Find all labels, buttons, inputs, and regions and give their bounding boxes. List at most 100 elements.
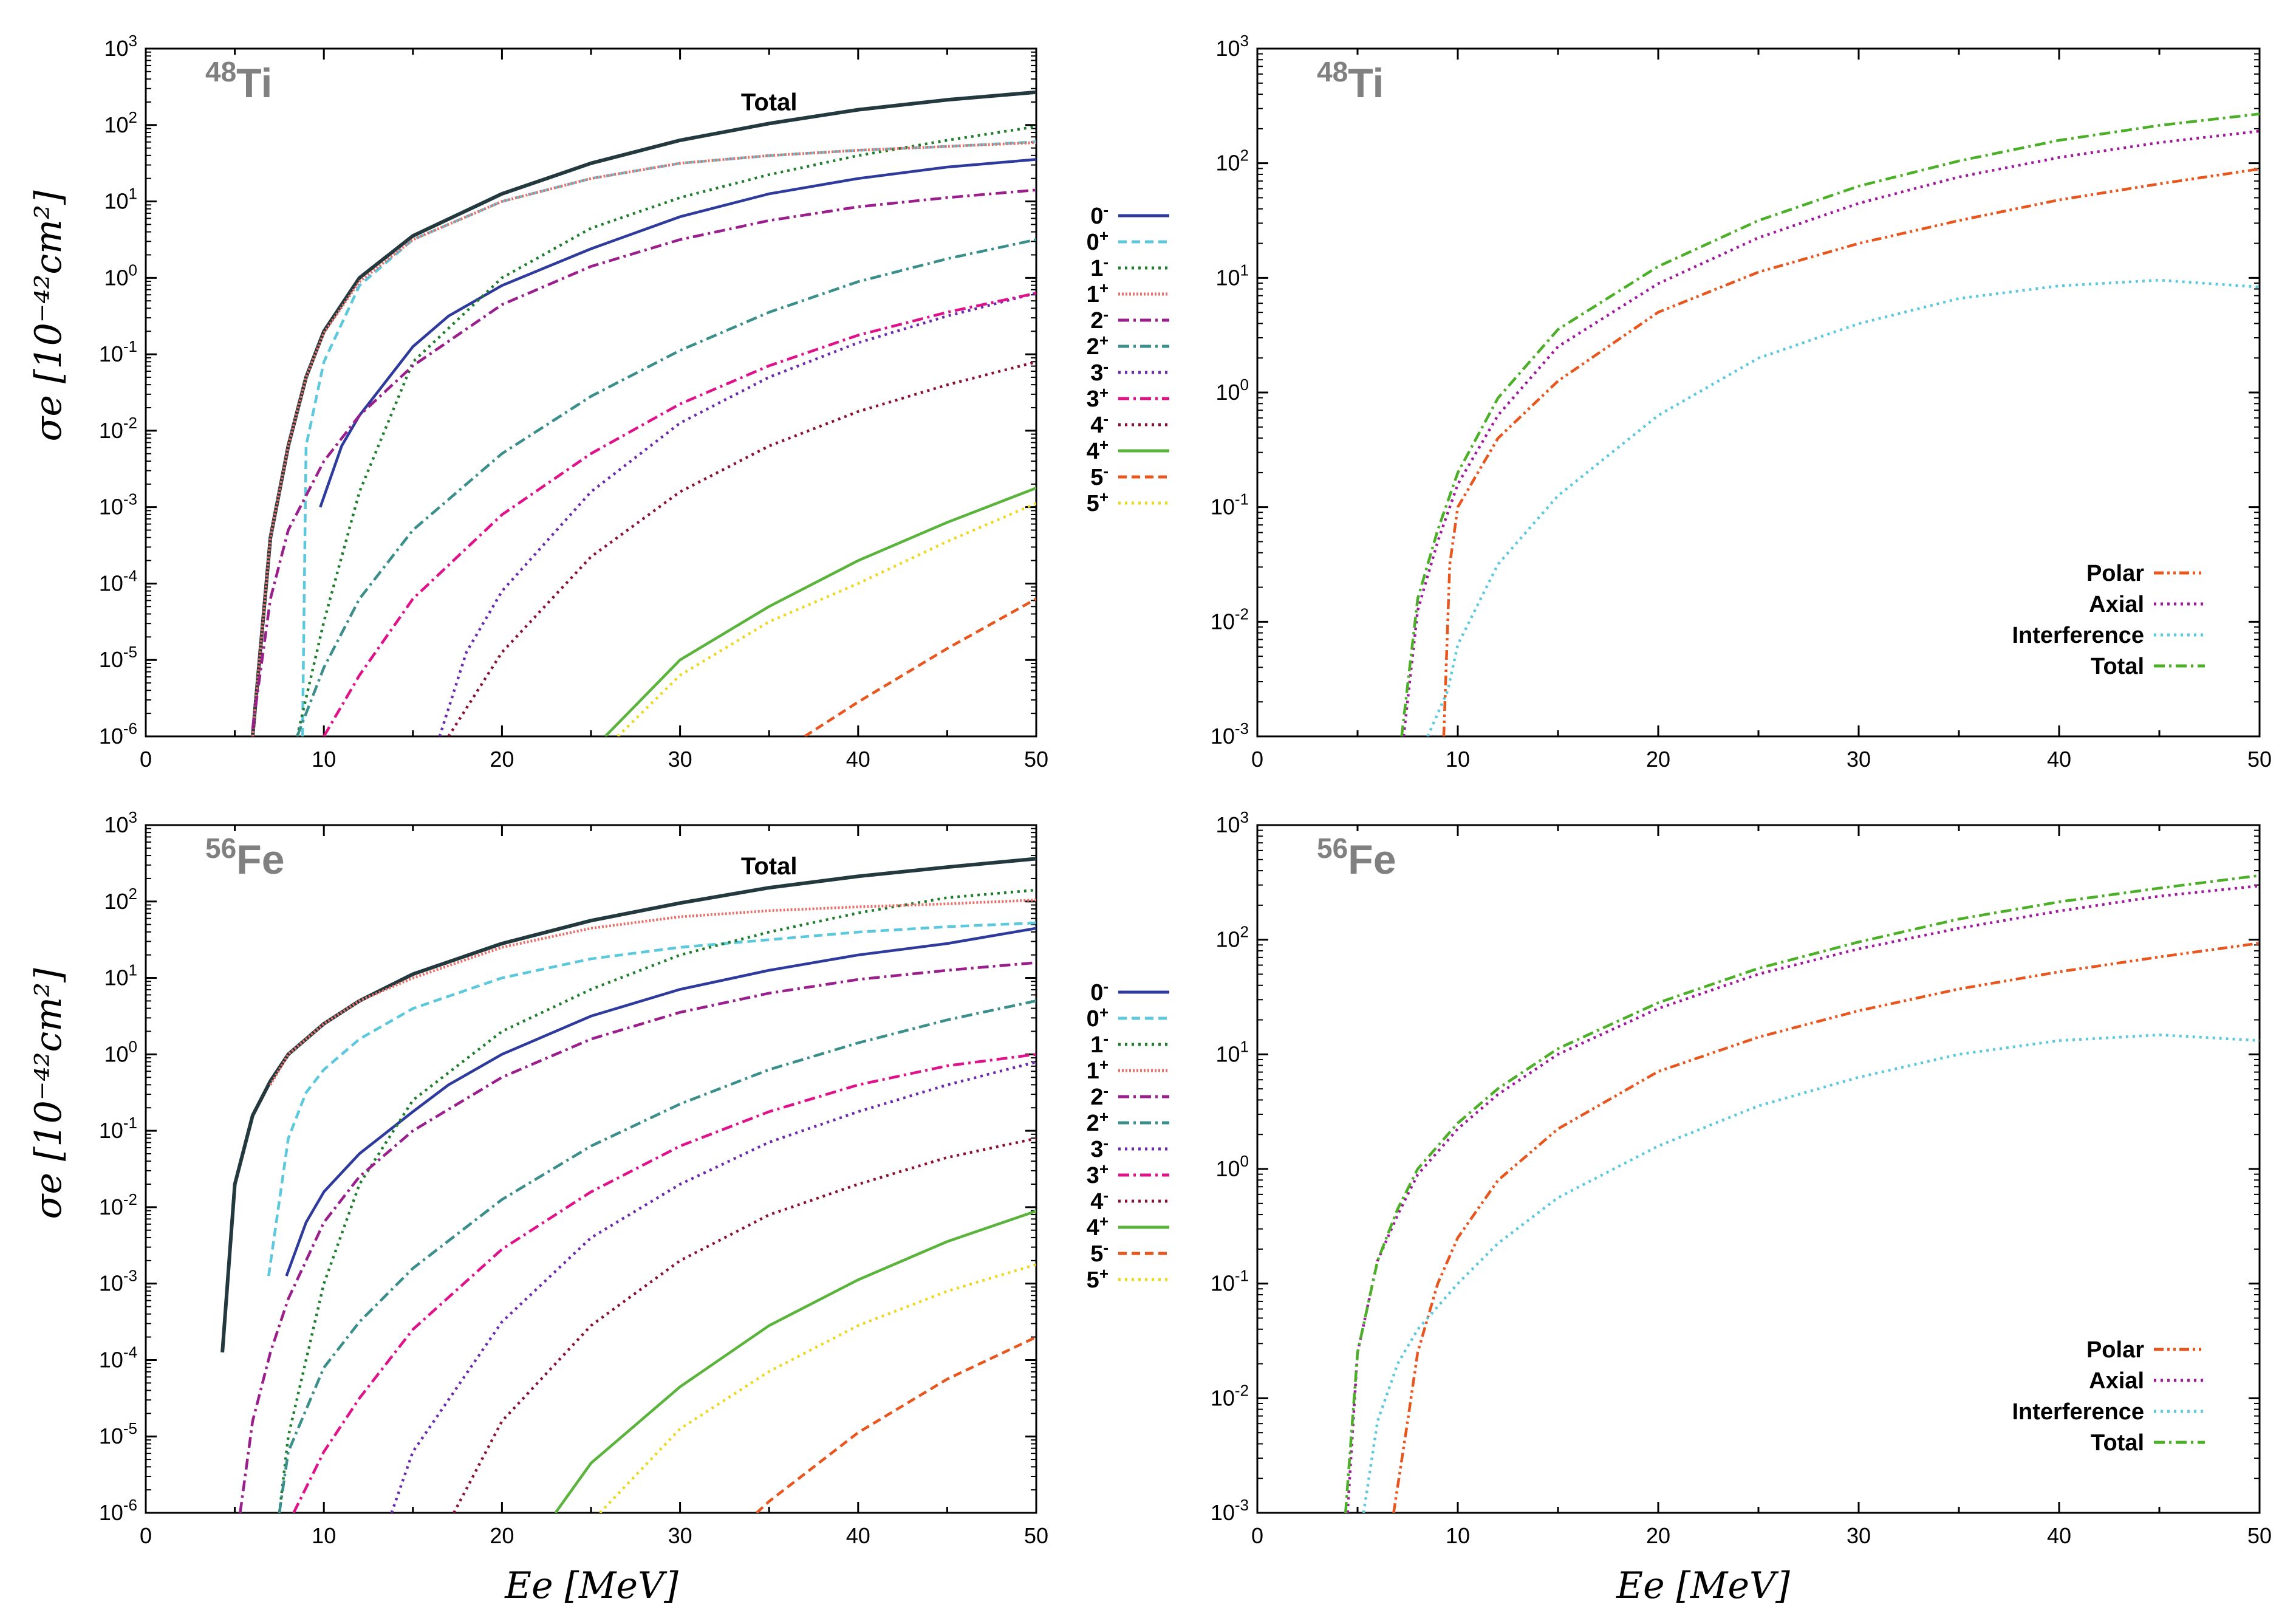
svg-text:σe [10⁻⁴²cm²]: σe [10⁻⁴²cm²] xyxy=(27,190,70,442)
nucleus-label: 56Fe xyxy=(1317,832,1396,883)
y-tick-label: 102 xyxy=(1215,146,1249,176)
tick-base: 10 xyxy=(104,1041,128,1066)
legend-parity: + xyxy=(1099,436,1109,454)
legend-label: 2- xyxy=(1090,1081,1109,1110)
tick-exponent: -5 xyxy=(123,643,137,661)
y-axis-label-top: σe [10⁻⁴²cm²] xyxy=(27,190,70,442)
tick-base: 10 xyxy=(1215,151,1240,176)
legend-j: 5 xyxy=(1087,491,1099,516)
tick-exponent: -4 xyxy=(123,566,137,584)
legend-parity: + xyxy=(1099,1264,1109,1283)
tick-exponent: -6 xyxy=(123,1496,137,1514)
x-tick-label: 0 xyxy=(140,1523,152,1548)
legend-j: 1 xyxy=(1087,1058,1099,1084)
legend-j: 0 xyxy=(1087,1006,1099,1032)
tick-exponent: -3 xyxy=(1235,1496,1249,1514)
series-axial xyxy=(1402,129,2260,736)
series-4plus xyxy=(604,487,1036,736)
legend-label: 5+ xyxy=(1087,488,1109,516)
tick-base: 10 xyxy=(99,1118,123,1143)
series-group xyxy=(250,90,1036,736)
legend-label: 4+ xyxy=(1087,436,1109,464)
tick-base: 10 xyxy=(99,1424,123,1448)
x-tick-label: 20 xyxy=(490,747,514,772)
series-polar xyxy=(1392,942,2260,1513)
legend-label: 1+ xyxy=(1087,1055,1109,1084)
series-2minus xyxy=(251,188,1036,729)
legend-label: 0+ xyxy=(1087,1003,1109,1032)
x-tick-label: 30 xyxy=(668,747,692,772)
tick-exponent: 3 xyxy=(129,808,137,826)
legend-parity: - xyxy=(1103,1186,1109,1204)
y-tick-label: 10-2 xyxy=(1211,1381,1249,1410)
tick-base: 10 xyxy=(99,1271,123,1296)
x-tick-label: 50 xyxy=(2247,1523,2272,1548)
legend-j: 2 xyxy=(1087,334,1099,360)
tick-exponent: -1 xyxy=(123,337,137,355)
series-total xyxy=(220,857,1036,1353)
x-tick-label: 30 xyxy=(1847,1523,1871,1548)
y-tick-label: 103 xyxy=(1215,32,1249,61)
y-tick-label: 10-4 xyxy=(99,1343,137,1372)
series-3plus xyxy=(292,1053,1036,1513)
tick-base: 10 xyxy=(99,341,123,366)
legend-parity: - xyxy=(1103,1238,1109,1256)
tick-base: 10 xyxy=(99,418,123,443)
series-interference xyxy=(1362,1033,2260,1513)
series-0minus xyxy=(285,927,1036,1277)
legend-parity: - xyxy=(1103,1029,1109,1047)
y-tick-label: 100 xyxy=(104,1037,137,1066)
legend-j: 4 xyxy=(1087,1215,1099,1241)
x-tick-label: 10 xyxy=(312,1523,336,1548)
tick-exponent: 0 xyxy=(129,1037,137,1055)
x-tick-label: 50 xyxy=(2247,747,2272,772)
legend: 0-0+1-1+2-2+3-3+4-4+5-5+ xyxy=(1087,200,1169,516)
legend-j: 2 xyxy=(1090,308,1103,334)
legend-parity: - xyxy=(1103,410,1109,428)
y-tick-label: 102 xyxy=(104,108,137,137)
y-tick-label: 10-1 xyxy=(1211,490,1249,519)
y-tick-label: 10-3 xyxy=(99,1267,137,1296)
tick-exponent: 1 xyxy=(129,961,137,979)
legend-parity: + xyxy=(1099,1212,1109,1230)
legend-parity: - xyxy=(1103,1134,1109,1152)
tick-exponent: 3 xyxy=(129,32,137,50)
legend-parity: - xyxy=(1103,305,1109,323)
series-2plus xyxy=(278,999,1036,1513)
y-tick-label: 10-2 xyxy=(1211,605,1249,634)
series-total xyxy=(1344,874,2260,1513)
legend-j: 3 xyxy=(1087,386,1099,412)
y-tick-label: 100 xyxy=(1215,375,1249,405)
legend-j: 5 xyxy=(1090,465,1103,490)
legend-label: 5- xyxy=(1090,462,1109,490)
series-5plus xyxy=(617,502,1036,736)
tick-exponent: 2 xyxy=(129,885,137,903)
x-tick-label: 0 xyxy=(1251,1523,1263,1548)
legend-parity: + xyxy=(1099,227,1109,245)
x-tick-label: 20 xyxy=(1646,1523,1670,1548)
y-tick-label: 10-1 xyxy=(99,1114,137,1143)
legend-parity: + xyxy=(1099,1003,1109,1021)
y-tick-label: 103 xyxy=(104,808,137,837)
series-4plus xyxy=(554,1210,1036,1513)
tick-base: 10 xyxy=(104,812,128,837)
tick-base: 10 xyxy=(99,495,123,519)
x-tick-label: 10 xyxy=(312,747,336,772)
series-2plus xyxy=(296,238,1036,736)
x-tick-label: 30 xyxy=(1847,747,1871,772)
series-interference xyxy=(1426,278,2260,736)
x-tick-label: 30 xyxy=(668,1523,692,1548)
tick-base: 10 xyxy=(1211,495,1235,519)
nucleus-label: 56Fe xyxy=(205,832,285,883)
tick-base: 10 xyxy=(104,36,128,61)
tick-base: 10 xyxy=(104,265,128,290)
y-tick-label: 102 xyxy=(1215,923,1249,952)
panel-fe-multipole: 0 10 20 30 40 5010-610-510-410-310-210-110010… xyxy=(99,808,1169,1548)
series-1plus xyxy=(269,899,1036,1086)
legend-j: 4 xyxy=(1090,413,1103,438)
legend-label: Axial xyxy=(2089,1368,2144,1394)
tick-base: 10 xyxy=(1215,1041,1240,1066)
legend-parity: - xyxy=(1103,1081,1109,1100)
legend: Polar Axial Interference Total xyxy=(2012,561,2205,679)
